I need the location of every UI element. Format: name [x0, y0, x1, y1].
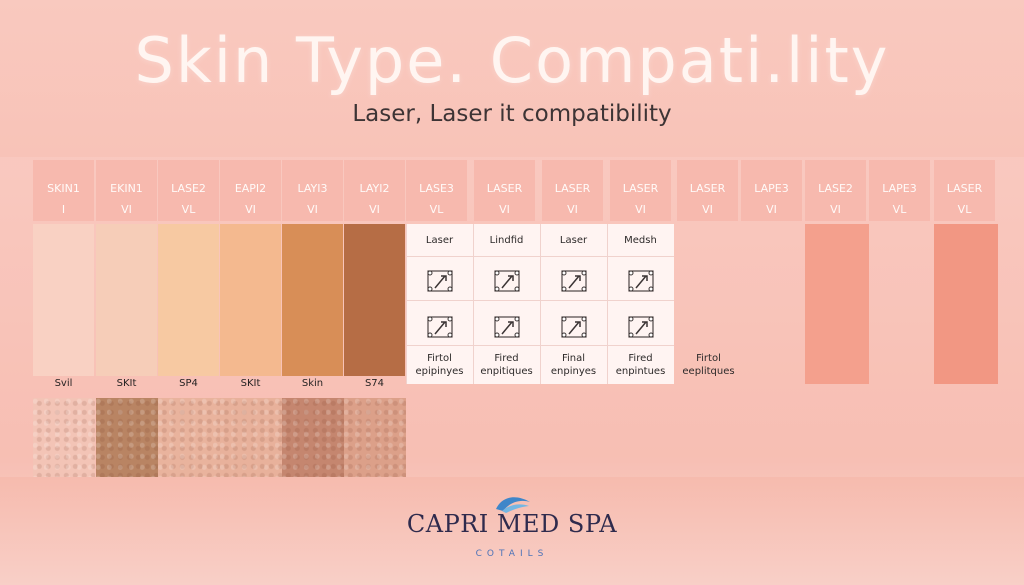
pink-column	[934, 224, 998, 384]
compatibility-result-line: enpitiques	[480, 365, 533, 377]
brand-tagline: COTAILS	[475, 549, 549, 559]
column-header: EAPI2 VI	[220, 160, 281, 221]
laser-type-label: Laser	[559, 235, 588, 246]
laser-device-icon	[540, 268, 607, 298]
compatibility-result: Firtol epipinyes	[406, 353, 473, 378]
panel-column	[540, 224, 608, 384]
column-header: EKIN1 VI	[96, 160, 157, 221]
skin-label: Skin	[301, 378, 324, 389]
column-header: LASE3 VL	[406, 160, 467, 221]
panel-column	[473, 224, 541, 384]
compatibility-result-line: Fired	[628, 353, 653, 364]
compatibility-result: Final enpinyes	[540, 353, 607, 378]
skin-label: SKIt	[240, 378, 261, 389]
column-header-secondary: VL	[892, 202, 907, 216]
column-header-primary: LASE2	[171, 182, 206, 195]
panel-column	[406, 224, 474, 384]
compatibility-result: Fired enpitiques	[473, 353, 540, 378]
compatibility-result-line: Final	[561, 353, 586, 364]
column-header-primary: SKIN1	[47, 182, 80, 195]
column-header-secondary: I	[61, 202, 66, 216]
column-header: SKIN1 I	[33, 160, 94, 221]
page-title: Skin Type. Compati.lity	[134, 24, 890, 97]
skin-texture-sample	[344, 398, 406, 477]
column-header: LAPE3 VI	[741, 160, 802, 221]
column-header-primary: LASER	[486, 182, 523, 195]
panel-column	[607, 224, 675, 384]
column-header: LAYI2 VI	[344, 160, 405, 221]
extra-panel-label: Firtol eeplitques	[682, 353, 735, 377]
column-header: LAYI3 VI	[282, 160, 343, 221]
column-header-secondary: VI	[635, 202, 646, 216]
column-header-secondary: VI	[245, 202, 256, 216]
compatibility-result: Fired enpintues	[607, 353, 674, 378]
column-header: LASE2 VL	[158, 160, 219, 221]
skin-tone-swatch	[33, 224, 94, 376]
column-header-primary: LAPE3	[754, 182, 789, 195]
skin-tone-swatch	[96, 224, 157, 376]
skin-tone-swatch	[344, 224, 405, 376]
laser-type-label: Lindfid	[489, 235, 524, 246]
skin-texture-sample	[282, 398, 344, 477]
compatibility-result-line: Fired	[494, 353, 519, 364]
skin-texture-sample	[96, 398, 158, 477]
column-header-secondary: VL	[429, 202, 444, 216]
column-header-primary: LAPE3	[882, 182, 917, 195]
laser-device-icon	[607, 268, 674, 298]
handpiece-icon	[473, 268, 540, 298]
laser-device-icon	[406, 268, 473, 298]
skin-tone-swatch	[158, 224, 219, 376]
laser-device-icon	[607, 314, 674, 344]
column-header-secondary: VI	[567, 202, 578, 216]
skin-tone-swatch	[282, 224, 343, 376]
compatibility-result-line: Firtol	[427, 353, 452, 364]
column-header-secondary: VI	[766, 202, 777, 216]
column-header-primary: LAYI3	[297, 182, 328, 195]
column-header-secondary: VI	[499, 202, 510, 216]
laser-device-icon	[406, 314, 473, 344]
skin-label: S74	[364, 378, 385, 389]
column-header-secondary: VL	[181, 202, 196, 216]
column-header-secondary: VI	[830, 202, 841, 216]
column-header: LASE2 VI	[805, 160, 866, 221]
column-header-secondary: VI	[307, 202, 318, 216]
column-header-primary: LASER	[946, 182, 983, 195]
compatibility-result-line: epipinyes	[415, 365, 464, 377]
column-header-primary: LASE2	[818, 182, 853, 195]
skin-tone-swatch	[220, 224, 281, 376]
column-header-primary: EAPI2	[234, 182, 267, 195]
column-header: LASER VL	[934, 160, 995, 221]
column-header-secondary: VI	[121, 202, 132, 216]
skin-label: SP4	[179, 378, 198, 389]
handpiece-icon	[473, 314, 540, 344]
column-header-secondary: VI	[702, 202, 713, 216]
column-header: LASER VI	[677, 160, 738, 221]
column-header: LAPE3 VL	[869, 160, 930, 221]
column-header-secondary: VL	[957, 202, 972, 216]
skin-label: SKIt	[116, 378, 137, 389]
wave-logo-icon	[496, 497, 530, 513]
column-header-primary: EKIN1	[110, 182, 143, 195]
column-header: LASER VI	[610, 160, 671, 221]
skin-texture-sample	[220, 398, 282, 477]
column-header-primary: LASER	[622, 182, 659, 195]
column-header-secondary: VI	[369, 202, 380, 216]
laser-type-label: Laser	[425, 235, 454, 246]
column-header-primary: LASE3	[419, 182, 454, 195]
column-header-primary: LASER	[689, 182, 726, 195]
skin-label: Svil	[54, 378, 73, 389]
compatibility-result-line: enpintues	[615, 365, 666, 377]
skin-texture-sample	[158, 398, 220, 477]
column-header: LASER VI	[542, 160, 603, 221]
column-header-primary: LASER	[554, 182, 591, 195]
laser-device-icon	[540, 314, 607, 344]
pink-column	[805, 224, 869, 384]
column-header: LASER VI	[474, 160, 535, 221]
skin-texture-sample	[33, 398, 95, 477]
brand-logo-text: CAPRI MED SPA	[406, 510, 618, 538]
compatibility-result-line: enpinyes	[550, 365, 597, 377]
column-header-primary: LAYI2	[359, 182, 390, 195]
laser-type-label: Medsh	[624, 235, 657, 246]
page-subtitle: Laser, Laser it compatibility	[352, 101, 672, 127]
